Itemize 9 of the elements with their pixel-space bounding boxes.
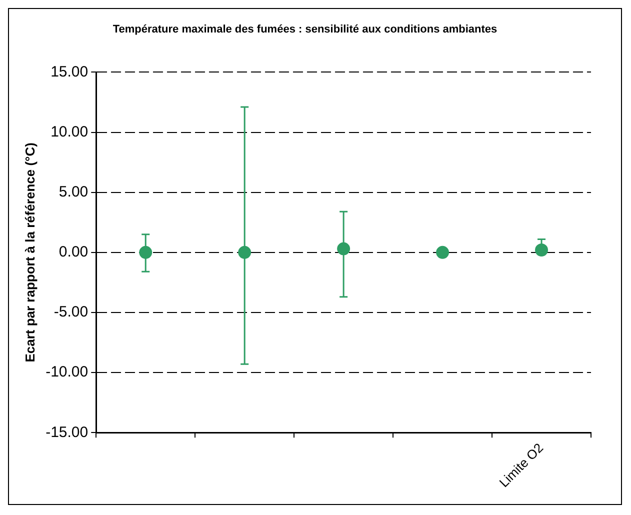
chart-title: Température maximale des fumées : sensibilité aux conditions ambiantes — [112, 24, 498, 36]
y-tick-label: -10.00 — [46, 364, 88, 381]
y-tick-label: -5.00 — [54, 304, 88, 321]
y-tick-label: -15.00 — [46, 424, 88, 441]
y-axis-title: Ecart par rapport à la référence (°C) — [22, 142, 38, 362]
y-tick-label: 15.00 — [50, 63, 88, 80]
y-tick-label: 5.00 — [58, 183, 88, 200]
y-tick-label: 0.00 — [58, 244, 88, 261]
y-tick-label: 10.00 — [50, 123, 88, 140]
